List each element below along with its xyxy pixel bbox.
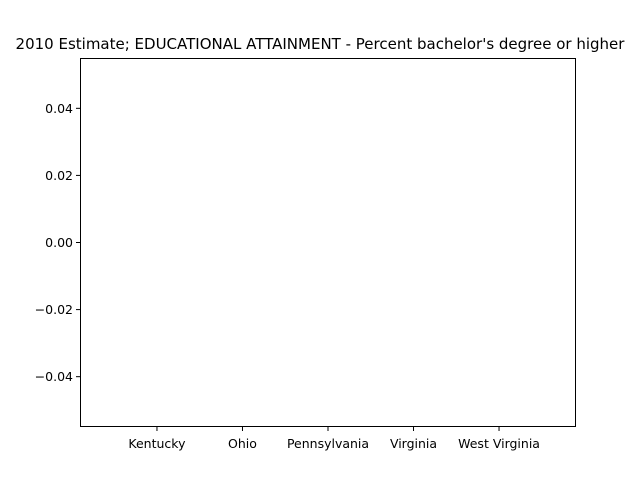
x-axis: Kentucky Ohio Pennsylvania Virginia West Vir… [128, 427, 540, 451]
y-tick-label: 0.00 [45, 235, 73, 250]
x-tick-label: Ohio [228, 436, 257, 451]
y-tick-label: −0.04 [35, 369, 73, 384]
plot-area [80, 58, 576, 427]
y-axis: −0.04 −0.02 0.00 0.02 0.04 [35, 101, 80, 384]
y-tick-label: 0.04 [45, 101, 73, 116]
x-tick-label: West Virginia [458, 436, 540, 451]
y-tick-label: 0.02 [45, 168, 73, 183]
x-tick-label: Virginia [390, 436, 437, 451]
chart-title: 2010 Estimate; EDUCATIONAL ATTAINMENT - … [16, 35, 626, 53]
y-tick-label: −0.02 [35, 302, 73, 317]
x-tick-label: Kentucky [128, 436, 186, 451]
x-tick-label: Pennsylvania [287, 436, 369, 451]
